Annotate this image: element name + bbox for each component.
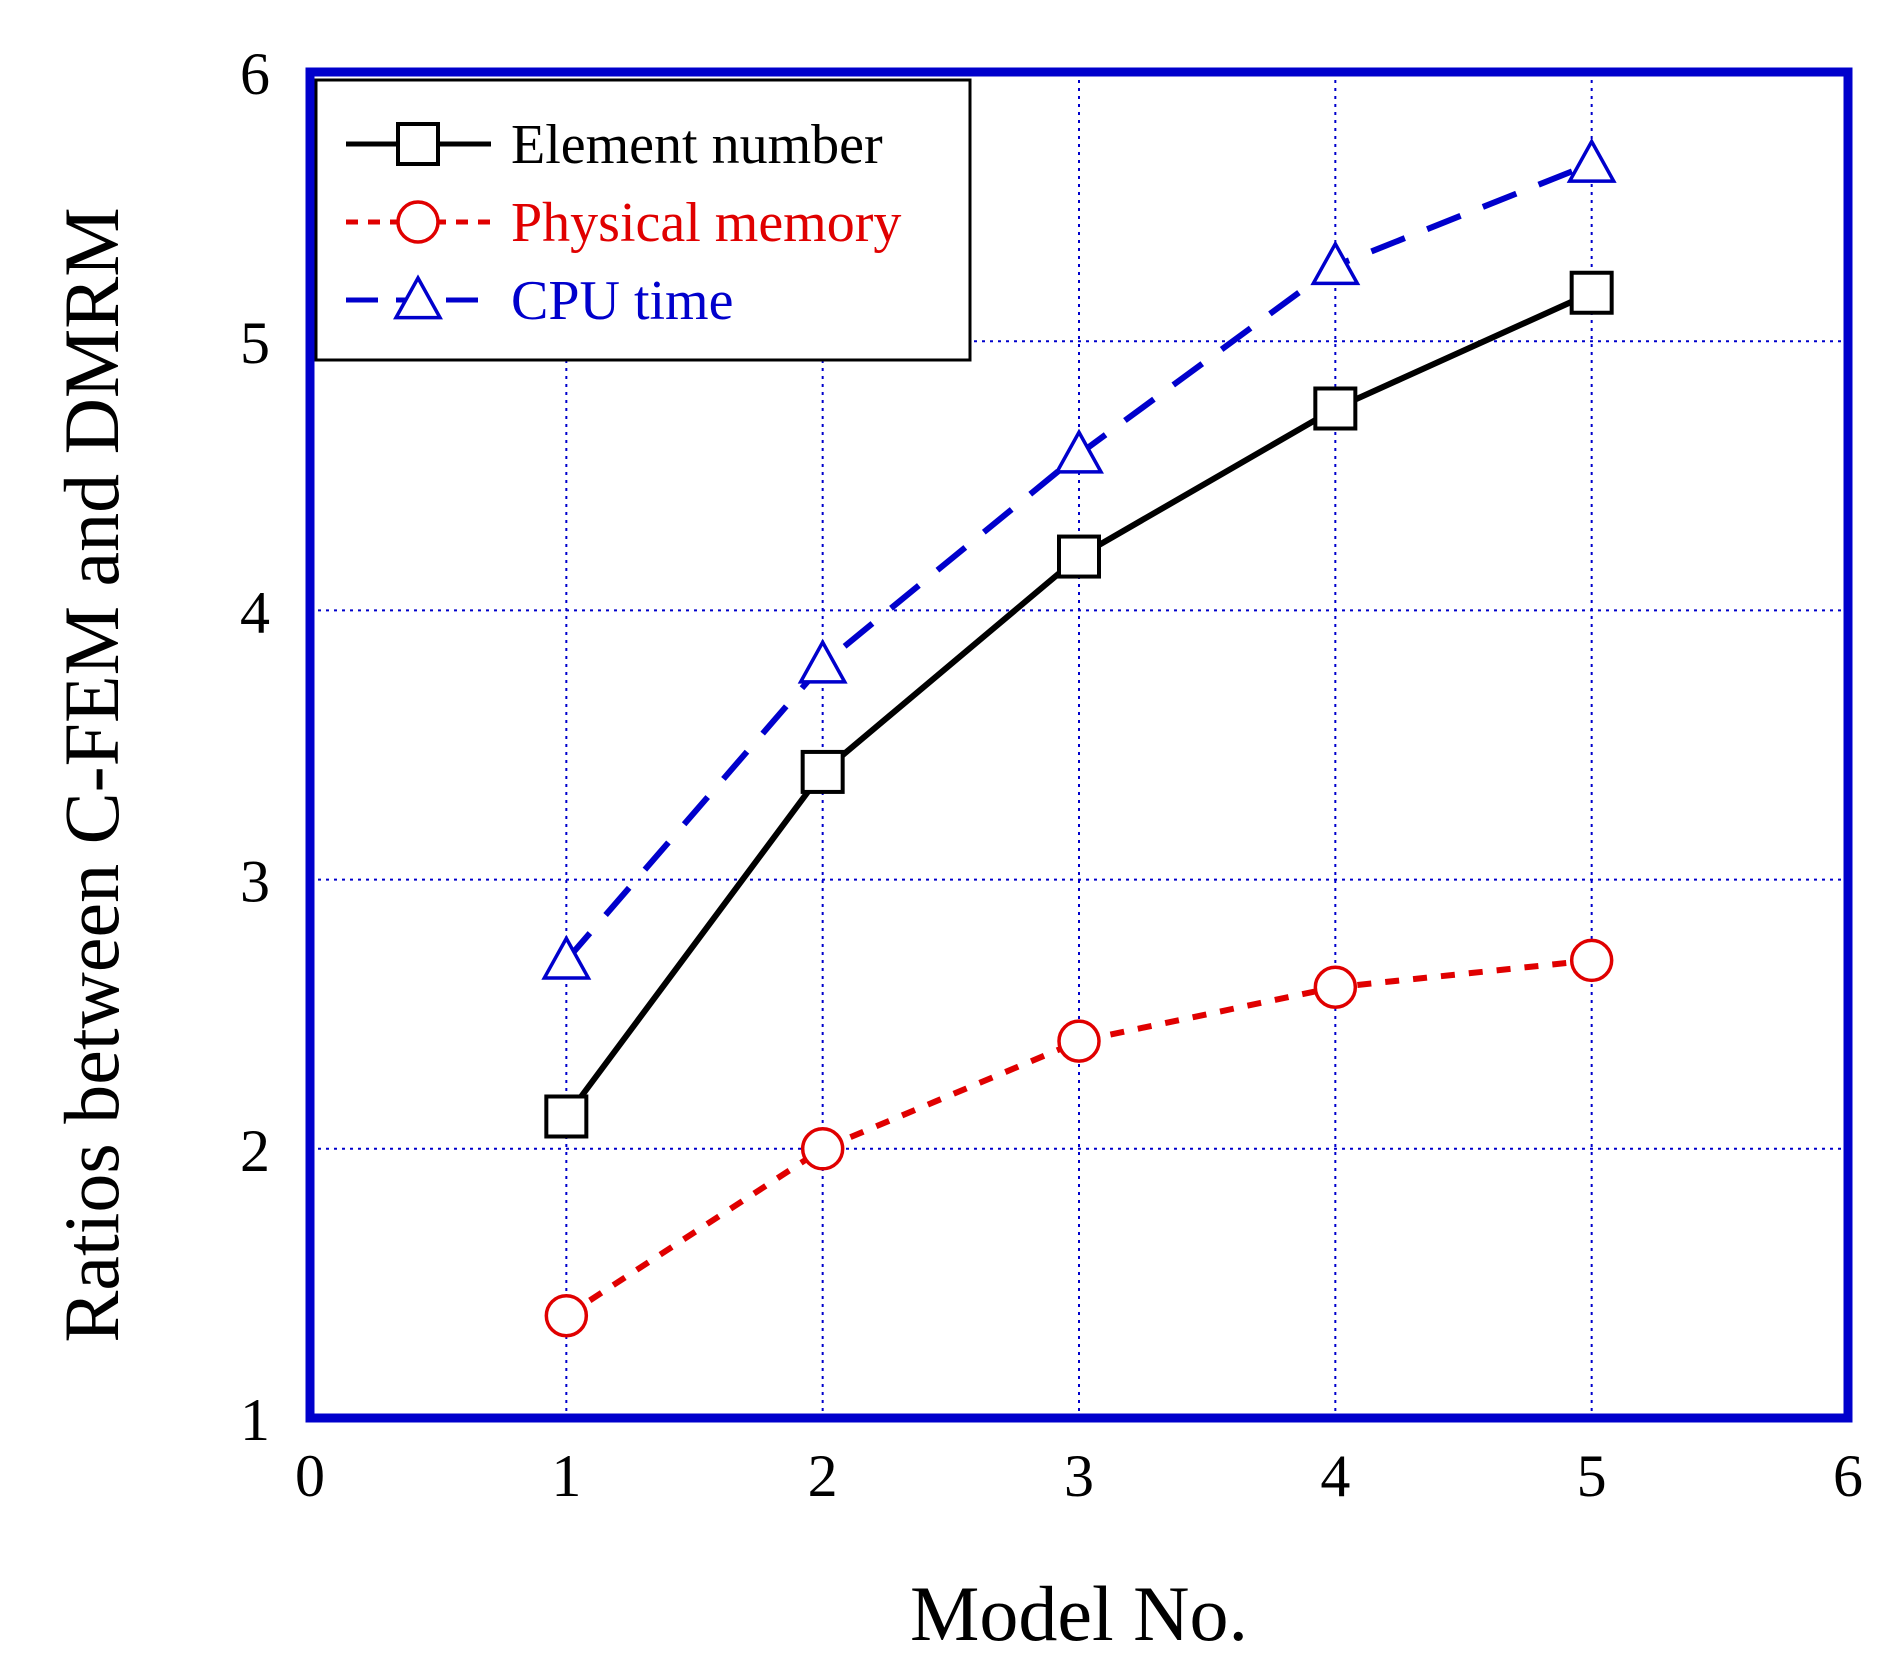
series-markers: [541, 137, 1617, 1338]
legend-label-1: Physical memory: [511, 192, 901, 254]
plot-frame: [305, 67, 1853, 1423]
x-tick-label: 4: [1320, 1443, 1350, 1509]
data-point-2-0: [541, 934, 592, 980]
data-point-2-1: [797, 638, 848, 684]
y-tick-label: 6: [240, 41, 270, 107]
x-tick-label: 6: [1833, 1443, 1863, 1509]
data-point-0-2: [1057, 534, 1101, 579]
x-tick-label: 0: [295, 1443, 325, 1509]
legend-label-2: CPU time: [511, 270, 733, 332]
data-point-2-3: [1310, 240, 1361, 286]
legend: Element number Physical memory CPU time: [314, 78, 972, 362]
y-tick-label: 4: [240, 579, 270, 645]
legend-label-0: Element number: [511, 114, 883, 176]
legend-marker-0: [396, 122, 440, 166]
x-tick-label: 5: [1577, 1443, 1607, 1509]
x-tick-label: 2: [808, 1443, 838, 1509]
data-point-1-0: [544, 1293, 589, 1338]
data-point-2-4: [1566, 137, 1617, 183]
data-point-0-3: [1313, 386, 1358, 431]
data-point-1-3: [1313, 965, 1358, 1010]
x-tick-label: 3: [1064, 1443, 1094, 1509]
data-point-1-1: [800, 1127, 845, 1171]
legend-marker-2: [393, 274, 443, 320]
data-point-0-0: [544, 1094, 589, 1139]
series-line-1: [564, 957, 1592, 1319]
y-tick-label: 5: [240, 310, 270, 376]
x-axis-label: Model No.: [910, 1570, 1248, 1657]
legend-marker-1: [396, 200, 440, 244]
y-ticks: 1 2 3 4 5 6: [240, 41, 270, 1453]
data-point-0-4: [1569, 270, 1614, 315]
y-tick-label: 2: [240, 1118, 270, 1184]
x-tick-label: 1: [551, 1443, 581, 1509]
y-tick-label: 3: [240, 849, 270, 915]
data-point-1-2: [1057, 1019, 1101, 1063]
data-point-2-2: [1054, 428, 1104, 474]
data-point-1-4: [1569, 938, 1614, 983]
x-ticks: 0 1 2 3 4 5 6: [295, 1443, 1863, 1509]
y-axis-label: Ratios between C-FEM and DMRM: [48, 207, 135, 1342]
y-tick-label: 1: [240, 1387, 270, 1453]
data-point-0-1: [800, 749, 845, 794]
